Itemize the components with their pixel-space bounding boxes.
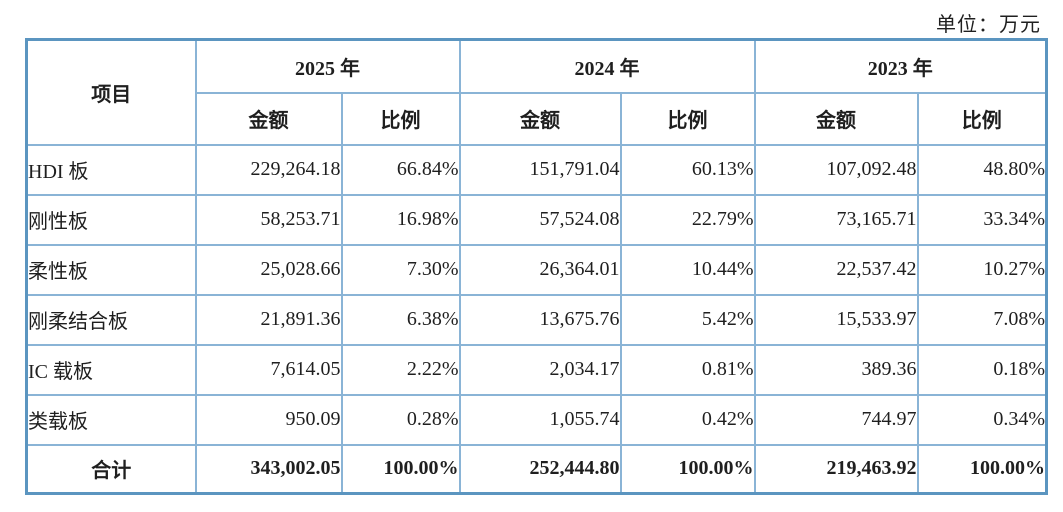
- total-ratio-cell: 100.00%: [340, 443, 461, 495]
- header-amount-2024: 金额: [458, 91, 622, 146]
- amount-cell: 7,614.05: [194, 343, 343, 396]
- total-label: 合计: [25, 443, 197, 495]
- ratio-cell: 2.22%: [340, 343, 461, 396]
- amount-cell: 1,055.74: [458, 393, 622, 446]
- ratio-cell: 7.30%: [340, 243, 461, 296]
- amount-cell: 73,165.71: [753, 193, 919, 246]
- ratio-cell: 0.34%: [916, 393, 1048, 446]
- header-ratio-2023: 比例: [916, 91, 1048, 146]
- ratio-cell: 7.08%: [916, 293, 1048, 346]
- table-row: 刚柔结合板 21,891.36 6.38% 13,675.76 5.42% 15…: [25, 293, 1048, 346]
- row-label: HDI 板: [25, 143, 197, 196]
- amount-cell: 58,253.71: [194, 193, 343, 246]
- header-ratio-2024: 比例: [619, 91, 756, 146]
- header-year-2023: 2023 年: [753, 38, 1048, 94]
- ratio-cell: 16.98%: [340, 193, 461, 246]
- ratio-cell: 0.18%: [916, 343, 1048, 396]
- header-ratio-2025: 比例: [340, 91, 461, 146]
- header-row-years: 项目 2025 年 2024 年 2023 年: [25, 38, 1048, 146]
- row-label: 柔性板: [25, 243, 197, 296]
- amount-cell: 25,028.66: [194, 243, 343, 296]
- row-label: IC 载板: [25, 343, 197, 396]
- ratio-cell: 66.84%: [340, 143, 461, 196]
- header-row-measures: 金额 比例 金额 比例 金额 比例: [27, 91, 1048, 146]
- table-row: 刚性板 58,253.71 16.98% 57,524.08 22.79% 73…: [25, 193, 1048, 246]
- ratio-cell: 33.34%: [916, 193, 1048, 246]
- revenue-breakdown-table: 项目 2025 年 2024 年 2023 年 金额 比例 金额 比例 金额 比…: [25, 38, 1048, 495]
- total-amount-cell: 252,444.80: [458, 443, 622, 495]
- ratio-cell: 10.44%: [619, 243, 756, 296]
- amount-cell: 13,675.76: [458, 293, 622, 346]
- row-label: 刚性板: [25, 193, 197, 246]
- amount-cell: 15,533.97: [753, 293, 919, 346]
- ratio-cell: 48.80%: [916, 143, 1048, 196]
- amount-cell: 2,034.17: [458, 343, 622, 396]
- amount-cell: 22,537.42: [753, 243, 919, 296]
- amount-cell: 21,891.36: [194, 293, 343, 346]
- table-row: IC 载板 7,614.05 2.22% 2,034.17 0.81% 389.…: [25, 343, 1048, 396]
- total-amount-cell: 343,002.05: [194, 443, 343, 495]
- header-item: 项目: [25, 38, 197, 146]
- amount-cell: 389.36: [753, 343, 919, 396]
- ratio-cell: 0.42%: [619, 393, 756, 446]
- ratio-cell: 22.79%: [619, 193, 756, 246]
- amount-cell: 107,092.48: [753, 143, 919, 196]
- ratio-cell: 6.38%: [340, 293, 461, 346]
- amount-cell: 57,524.08: [458, 193, 622, 246]
- ratio-cell: 5.42%: [619, 293, 756, 346]
- amount-cell: 26,364.01: [458, 243, 622, 296]
- total-row: 合计 343,002.05 100.00% 252,444.80 100.00%…: [25, 443, 1048, 495]
- table-row: HDI 板 229,264.18 66.84% 151,791.04 60.13…: [25, 143, 1048, 196]
- amount-cell: 229,264.18: [194, 143, 343, 196]
- total-ratio-cell: 100.00%: [916, 443, 1048, 495]
- total-amount-cell: 219,463.92: [753, 443, 919, 495]
- ratio-cell: 10.27%: [916, 243, 1048, 296]
- total-ratio-cell: 100.00%: [619, 443, 756, 495]
- unit-label: 单位：万元: [936, 14, 1041, 36]
- header-amount-2023: 金额: [753, 91, 919, 146]
- ratio-cell: 0.28%: [340, 393, 461, 446]
- row-label: 刚柔结合板: [25, 293, 197, 346]
- table-row: 柔性板 25,028.66 7.30% 26,364.01 10.44% 22,…: [25, 243, 1048, 296]
- ratio-cell: 60.13%: [619, 143, 756, 196]
- ratio-cell: 0.81%: [619, 343, 756, 396]
- header-amount-2025: 金额: [194, 91, 343, 146]
- header-year-2024: 2024 年: [458, 38, 756, 94]
- row-label: 类载板: [25, 393, 197, 446]
- header-year-2025: 2025 年: [194, 38, 461, 94]
- amount-cell: 151,791.04: [458, 143, 622, 196]
- amount-cell: 950.09: [194, 393, 343, 446]
- amount-cell: 744.97: [753, 393, 919, 446]
- table-row: 类载板 950.09 0.28% 1,055.74 0.42% 744.97 0…: [25, 393, 1048, 446]
